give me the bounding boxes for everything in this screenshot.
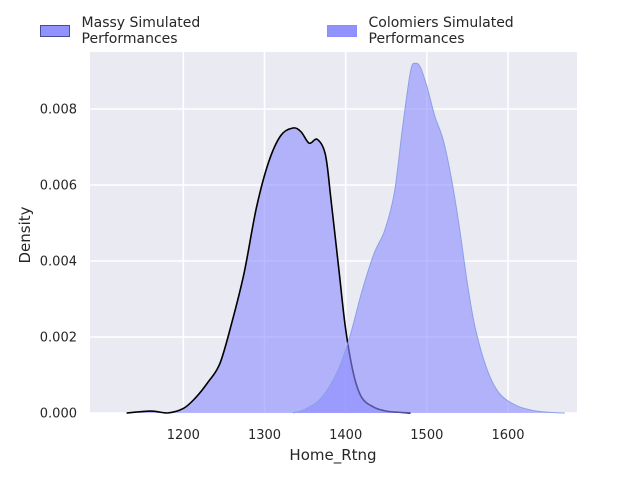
density-areas — [126, 62, 565, 414]
x-tick-label-3: 1500 — [410, 428, 443, 443]
x-tick-labels: 1200 1300 1400 1500 1600 — [167, 428, 525, 443]
x-tick-label-4: 1600 — [491, 428, 524, 443]
y-tick-label-0: 0.000 — [40, 407, 77, 422]
legend-swatch-massy — [40, 25, 70, 37]
area-fill-0 — [126, 127, 411, 414]
legend-item-colomiers: Colomiers Simulated Performances — [326, 15, 610, 47]
x-tick-label-1: 1300 — [248, 428, 281, 443]
legend-label-colomiers: Colomiers Simulated Performances — [368, 15, 514, 47]
y-tick-label-2: 0.004 — [40, 255, 77, 270]
y-axis-label: Density — [16, 206, 34, 263]
legend-swatch-colomiers — [326, 25, 357, 37]
series-line-1 — [292, 62, 565, 414]
legend: Massy Simulated Performances Colomiers S… — [40, 15, 640, 47]
y-tick-label-1: 0.002 — [40, 331, 77, 346]
x-axis-label: Home_Rtng — [289, 446, 376, 465]
area-fill-1 — [292, 63, 565, 413]
y-tick-labels: 0.000 0.002 0.004 0.006 0.008 — [40, 103, 77, 422]
y-tick-label-4: 0.008 — [40, 103, 77, 118]
legend-label-massy: Massy Simulated Performances — [81, 15, 201, 47]
x-tick-label-2: 1400 — [329, 428, 362, 443]
x-tick-label-0: 1200 — [167, 428, 200, 443]
legend-item-massy: Massy Simulated Performances — [40, 15, 297, 47]
y-tick-label-3: 0.006 — [40, 179, 77, 194]
